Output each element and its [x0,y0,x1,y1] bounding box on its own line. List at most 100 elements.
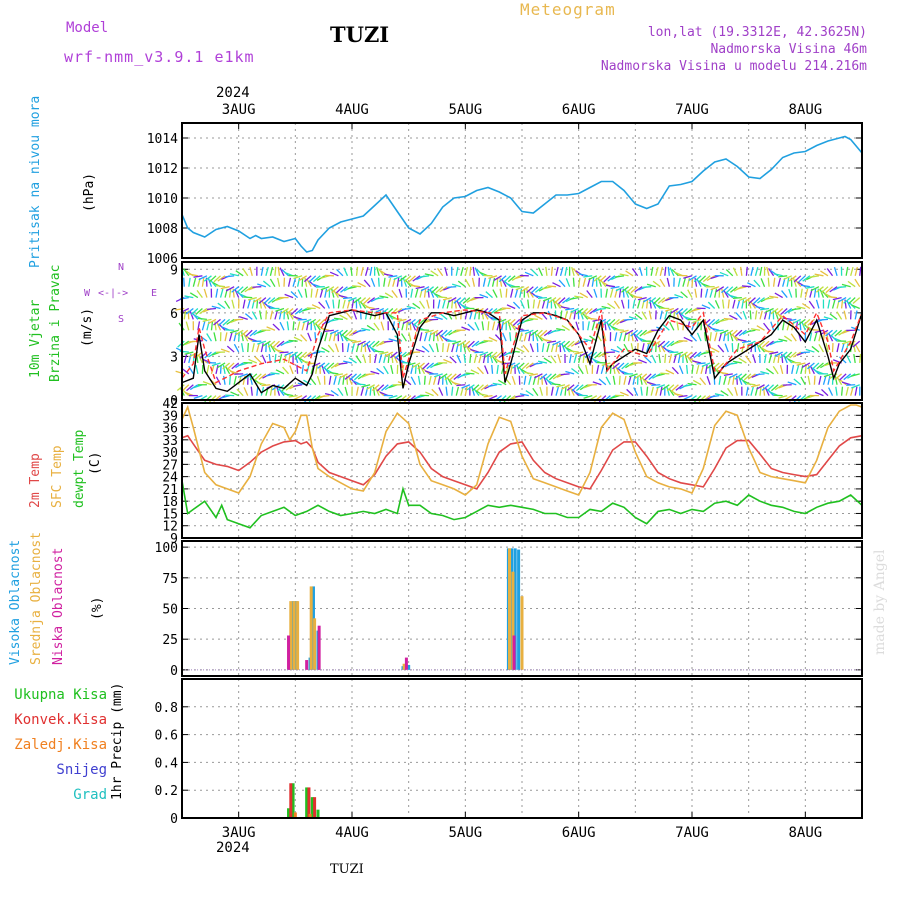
wind-barb [543,329,552,337]
wind-barb [374,353,377,364]
wind-barb [567,340,575,348]
wind-barb [523,375,527,385]
wind-barb [686,355,693,364]
wind-barb [351,343,355,353]
wind-barb [288,394,298,398]
wind-barb [578,273,588,277]
wind-barb [347,339,357,342]
temp2m-label: 2m Temp [28,453,43,508]
wind-barb [777,353,780,364]
wind-barb [292,321,295,331]
wind-barb [302,318,312,324]
wind-barb [284,293,294,299]
wind-barb [658,353,661,364]
wind-barb [464,266,469,276]
wind-barb [516,347,525,353]
wind-barb [216,321,222,331]
wind-barb [828,296,838,299]
wind-barb [552,373,561,380]
wind-barb [310,288,313,298]
compass-east: E [151,288,158,299]
wind-barb [850,266,854,276]
wind-barb [696,362,706,365]
pressure-label: Pritisak na nivou mora [28,95,43,268]
wind-barb [345,312,353,320]
wind-barb [840,386,844,396]
wind-barb [729,332,734,342]
wind-barb [213,332,217,342]
wind-barb [424,273,434,277]
wind-barb [619,391,629,397]
wind-barb [267,297,276,304]
wind-barb [675,384,684,391]
wind-barb [210,321,214,331]
wind-barb [489,351,498,359]
wind-barb [348,329,357,337]
wind-barb [447,286,457,288]
cloud-bar [407,664,411,670]
wind-barb [852,340,861,348]
wind-barb [802,302,811,310]
wind-barb [609,288,614,298]
wind-barb [668,354,673,364]
wind-barb [499,288,503,298]
wind-barb [379,351,389,355]
wind-barb [189,310,194,320]
wind-barb [683,275,693,279]
wind-barb [641,376,648,386]
wind-barb [453,297,462,304]
coords-info: lon,lat (19.3312E, 42.3625N) [647,25,867,40]
wind-barb [312,275,321,283]
wind-barb [496,364,499,374]
wind-barb [763,353,767,364]
wind-barb [397,318,407,322]
wind-barb [487,277,492,287]
wind-barb [414,364,417,374]
ytick-label-cloud: 0 [170,664,178,679]
wind-barb [376,340,385,347]
wind-barb [657,343,661,353]
wind-barb [623,375,627,385]
wind-barb [577,365,584,375]
wind-barb [639,329,648,337]
wind-barb [311,283,321,288]
wind-barb [363,279,371,288]
wind-barb [546,285,557,288]
wind-barb [361,327,371,331]
wind-barb [366,343,371,353]
wind-barb [446,376,453,386]
wind-barb [818,375,822,385]
wind-barb [597,277,602,287]
wind-barb [435,329,444,337]
wind-barb [199,307,208,315]
ytick-label-temperature: 21 [162,483,178,498]
wind-barb [220,395,230,399]
wind-barb [556,328,566,331]
wind-barb [522,344,530,353]
wind-barb [648,373,657,381]
wind-barb [743,373,752,381]
wind-barb [828,332,834,342]
wind-barb [813,288,817,298]
wind-barb [257,340,267,345]
wind-barb [351,299,355,309]
wind-barb [859,353,862,364]
wind-barb [530,286,539,294]
wind-barb [467,323,475,331]
wind-barb [506,283,516,288]
wind-barb [752,297,761,305]
wind-barb [648,310,652,320]
cloud-bar [309,586,313,670]
wind-barb [195,364,199,374]
wind-barb [820,270,829,277]
bottom-day-label: 7AUG [675,825,709,841]
wind-barb [558,297,566,305]
wind-barb [807,364,811,374]
wind-barb [573,354,578,364]
wind-barb [470,369,480,375]
wind-barb [261,354,267,364]
wind-barb [479,293,489,299]
wind-barb [203,275,212,282]
wind-barb [555,266,559,276]
wind-barb [567,386,571,396]
